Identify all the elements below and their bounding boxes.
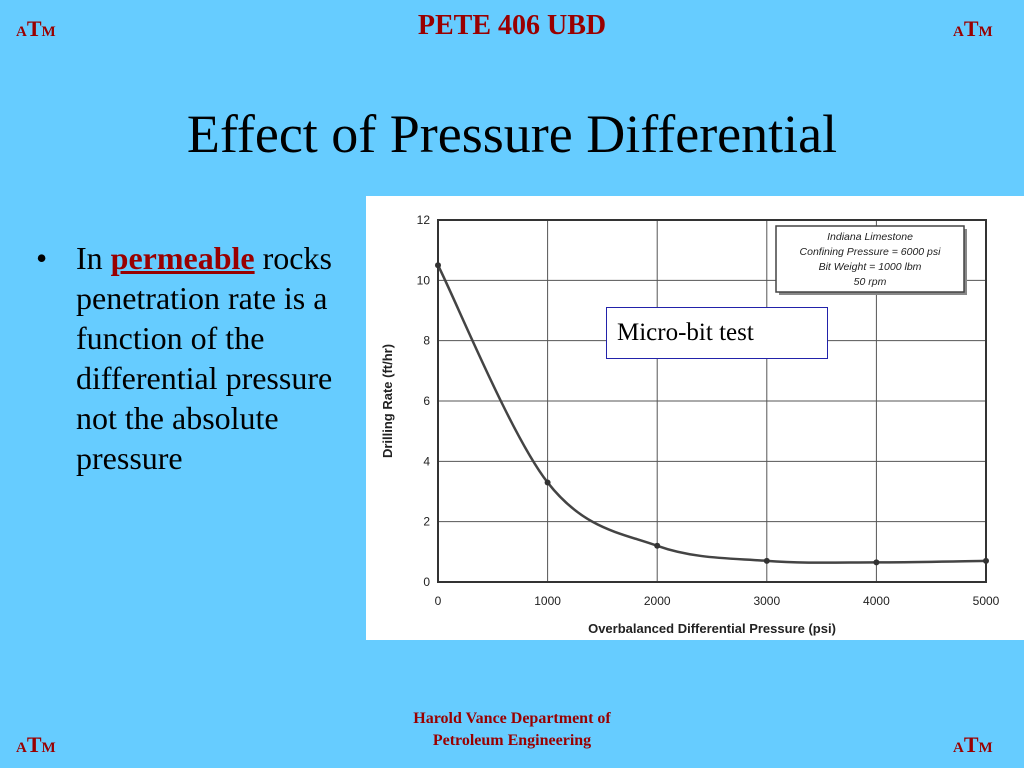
data-point [544,479,551,486]
bullet-prefix: In [76,240,103,276]
y-tick-label: 4 [423,454,430,468]
data-point [873,559,880,566]
legend-line: Confining Pressure = 6000 psi [800,246,942,258]
atm-logo-bottom-left: ATM [16,732,56,757]
bullet-rest: rocks penetration rate is a function of … [76,240,333,476]
y-tick-label: 0 [423,575,430,589]
footer-line-2: Petroleum Engineering [432,732,592,749]
x-tick-label: 1000 [534,594,561,608]
atm-logo-top-right: ATM [953,16,993,41]
slide-title: Effect of Pressure Differential [186,104,838,164]
x-tick-label: 2000 [644,594,671,608]
chart-panel: 0 1000 2000 3000 4000 5000 0 2 4 6 8 10 12 Overbalanc… [366,196,1024,640]
course-title: PETE 406 UBD [417,10,607,41]
legend-line: Indiana Limestone [827,231,913,243]
legend-box [775,225,965,293]
y-tick-label: 8 [423,334,430,348]
atm-logo-top-left: ATM [16,16,56,41]
data-point [763,557,770,564]
y-tick-label: 10 [417,273,431,287]
atm-logo-bottom-right: ATM [953,732,993,757]
bullet-dot: • [36,240,48,276]
bullet-text: In permeable rocks penetration rate is a… [76,238,376,478]
y-tick-label: 2 [423,515,430,529]
x-tick-label: 3000 [753,594,780,608]
footer-department: Harold Vance Department of Petroleum Eng… [0,708,1024,752]
y-tick-label: 6 [423,394,430,408]
y-tick-label: 12 [417,213,431,227]
data-point [435,262,441,269]
micro-bit-test-callout: Micro-bit test [606,307,828,359]
footer-line-1: Harold Vance Department of [413,710,611,727]
x-axis-label: Overbalanced Differential Pressure (psi) [588,621,836,636]
legend-line: 50 rpm [854,276,887,288]
x-tick-label: 5000 [973,594,1000,608]
drilling-rate-chart: 0 1000 2000 3000 4000 5000 0 2 4 6 8 10 12 Overbalanc… [380,213,1000,636]
plot-frame [437,219,987,583]
data-point [983,557,989,564]
legend-line: Bit Weight = 1000 lbm [819,261,922,273]
bullet-keyword: permeable [110,240,255,276]
y-axis-label: Drilling Rate (ft/hr) [380,344,395,458]
x-tick-label: 4000 [863,594,890,608]
data-point [654,542,661,549]
x-tick-label: 0 [435,594,442,608]
